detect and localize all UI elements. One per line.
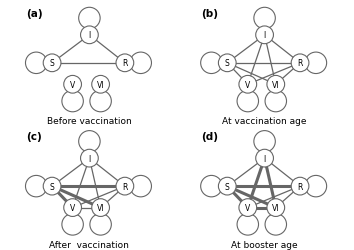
Circle shape <box>201 53 222 74</box>
Circle shape <box>62 91 83 112</box>
Circle shape <box>239 76 257 94</box>
Text: R: R <box>297 182 303 191</box>
Text: V: V <box>70 203 75 212</box>
Circle shape <box>92 199 109 216</box>
Circle shape <box>90 91 112 112</box>
Circle shape <box>81 150 98 167</box>
Text: At vaccination age: At vaccination age <box>222 117 307 126</box>
Circle shape <box>267 199 285 216</box>
Circle shape <box>218 55 236 72</box>
Text: I: I <box>263 154 266 163</box>
Circle shape <box>116 178 134 195</box>
Circle shape <box>254 8 275 30</box>
Circle shape <box>239 199 257 216</box>
Circle shape <box>43 55 61 72</box>
Text: (b): (b) <box>201 9 218 19</box>
Text: VI: VI <box>97 203 104 212</box>
Circle shape <box>237 214 258 235</box>
Text: I: I <box>263 31 266 40</box>
Circle shape <box>254 131 275 152</box>
Circle shape <box>43 178 61 195</box>
Circle shape <box>62 214 83 235</box>
Circle shape <box>64 76 81 94</box>
Circle shape <box>305 53 327 74</box>
Text: (c): (c) <box>26 132 42 141</box>
Circle shape <box>79 131 100 152</box>
Circle shape <box>25 176 47 197</box>
Circle shape <box>79 8 100 30</box>
Text: V: V <box>70 80 75 90</box>
Circle shape <box>256 27 273 44</box>
Text: VI: VI <box>272 203 280 212</box>
Circle shape <box>201 176 222 197</box>
Text: V: V <box>245 203 250 212</box>
Text: After  vaccination: After vaccination <box>50 240 129 249</box>
Text: R: R <box>297 59 303 68</box>
Text: R: R <box>122 59 127 68</box>
Circle shape <box>265 214 286 235</box>
Text: Before vaccination: Before vaccination <box>47 117 132 126</box>
Text: VI: VI <box>272 80 280 90</box>
Circle shape <box>81 27 98 44</box>
Circle shape <box>305 176 327 197</box>
Circle shape <box>116 55 134 72</box>
Circle shape <box>90 214 112 235</box>
Circle shape <box>130 176 152 197</box>
Circle shape <box>92 76 109 94</box>
Circle shape <box>267 76 285 94</box>
Text: (d): (d) <box>201 132 218 141</box>
Circle shape <box>218 178 236 195</box>
Text: I: I <box>88 31 91 40</box>
Circle shape <box>64 199 81 216</box>
Circle shape <box>291 55 309 72</box>
Text: S: S <box>50 182 55 191</box>
Text: S: S <box>225 59 230 68</box>
Text: VI: VI <box>97 80 104 90</box>
Text: At booster age: At booster age <box>231 240 298 249</box>
Text: S: S <box>50 59 55 68</box>
Circle shape <box>291 178 309 195</box>
Circle shape <box>25 53 47 74</box>
Text: (a): (a) <box>26 9 42 19</box>
Text: I: I <box>88 154 91 163</box>
Text: R: R <box>122 182 127 191</box>
Circle shape <box>256 150 273 167</box>
Circle shape <box>237 91 258 112</box>
Circle shape <box>265 91 286 112</box>
Circle shape <box>130 53 152 74</box>
Text: V: V <box>245 80 250 90</box>
Text: S: S <box>225 182 230 191</box>
